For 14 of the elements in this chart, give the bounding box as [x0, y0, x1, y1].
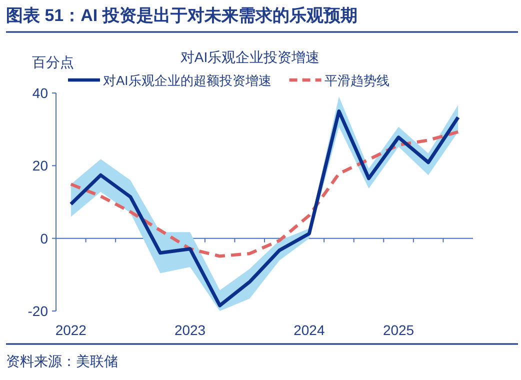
x-tick-label: 2022	[55, 322, 87, 338]
y-tick-label: 0	[40, 230, 48, 246]
text: 资料来源：美联储	[6, 353, 118, 369]
x-tick-label: 2024	[294, 322, 325, 338]
chart-title: 图表 51：AI 投资是出于对未来需求的乐观预期	[6, 6, 358, 25]
legend-label: 平滑趋势线	[324, 73, 390, 88]
y-axis-title: 百分点	[32, 54, 74, 70]
x-tick-label: 2023	[174, 322, 206, 338]
chart-subtitle: 对AI乐观企业投资增速	[180, 49, 320, 65]
x-tick-label: 2025	[382, 322, 414, 338]
legend-label: 对AI乐观企业的超额投资增速	[103, 73, 272, 88]
y-tick-label: 20	[32, 158, 48, 174]
y-tick-label: -20	[28, 303, 48, 319]
y-tick-label: 40	[32, 85, 48, 101]
